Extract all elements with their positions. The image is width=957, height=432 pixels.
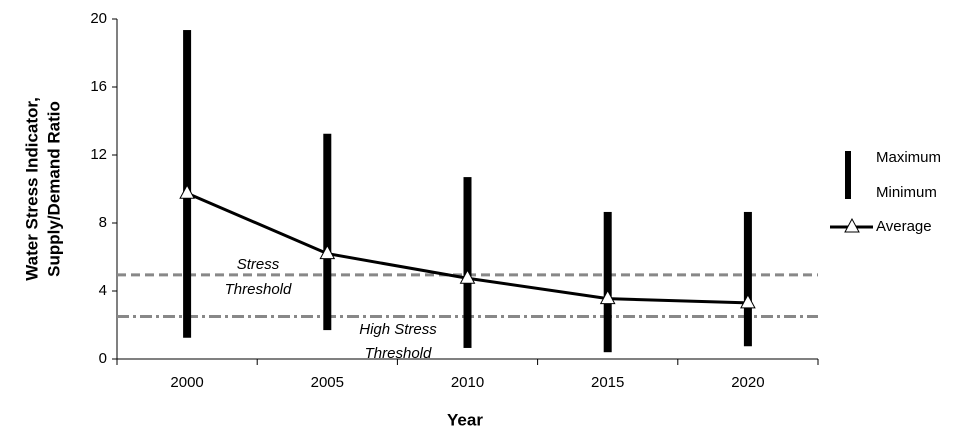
threshold-label: Threshold [225,281,292,298]
legend-label: Average [876,218,932,235]
legend-swatch [845,151,851,199]
y-tick-label: 20 [90,10,107,27]
legend-swatch [844,217,860,233]
range-bar [603,211,612,353]
average-marker [319,244,336,260]
x-tick-label: 2000 [170,374,203,391]
y-tick-label: 12 [90,146,107,163]
x-tick-label: 2020 [731,374,764,391]
legend-label: Minimum [876,184,937,201]
average-marker [740,293,756,309]
y-tick-label: 0 [99,350,107,367]
y-tick-label: 8 [99,214,107,231]
x-tick-label: 2010 [451,374,484,391]
range-bar [183,30,192,338]
threshold-label: Stress [237,256,280,273]
range-bar [463,177,472,348]
x-tick-label: 2015 [591,374,624,391]
threshold-label: Threshold [365,345,432,362]
average-marker [599,289,616,305]
range-bar [743,211,752,347]
range-bar [323,133,332,331]
threshold-label: High Stress [359,321,437,338]
y-tick-label: 4 [99,282,107,299]
y-axis-title: Water Stress Indicator, [22,97,41,281]
average-marker [179,184,195,199]
x-axis-title: Year [447,410,483,429]
average-marker [459,269,476,284]
y-tick-label: 16 [90,78,107,95]
x-tick-label: 2005 [311,374,344,391]
legend-label: Maximum [876,149,941,166]
y-axis-title: Supply/Demand Ratio [44,101,63,277]
